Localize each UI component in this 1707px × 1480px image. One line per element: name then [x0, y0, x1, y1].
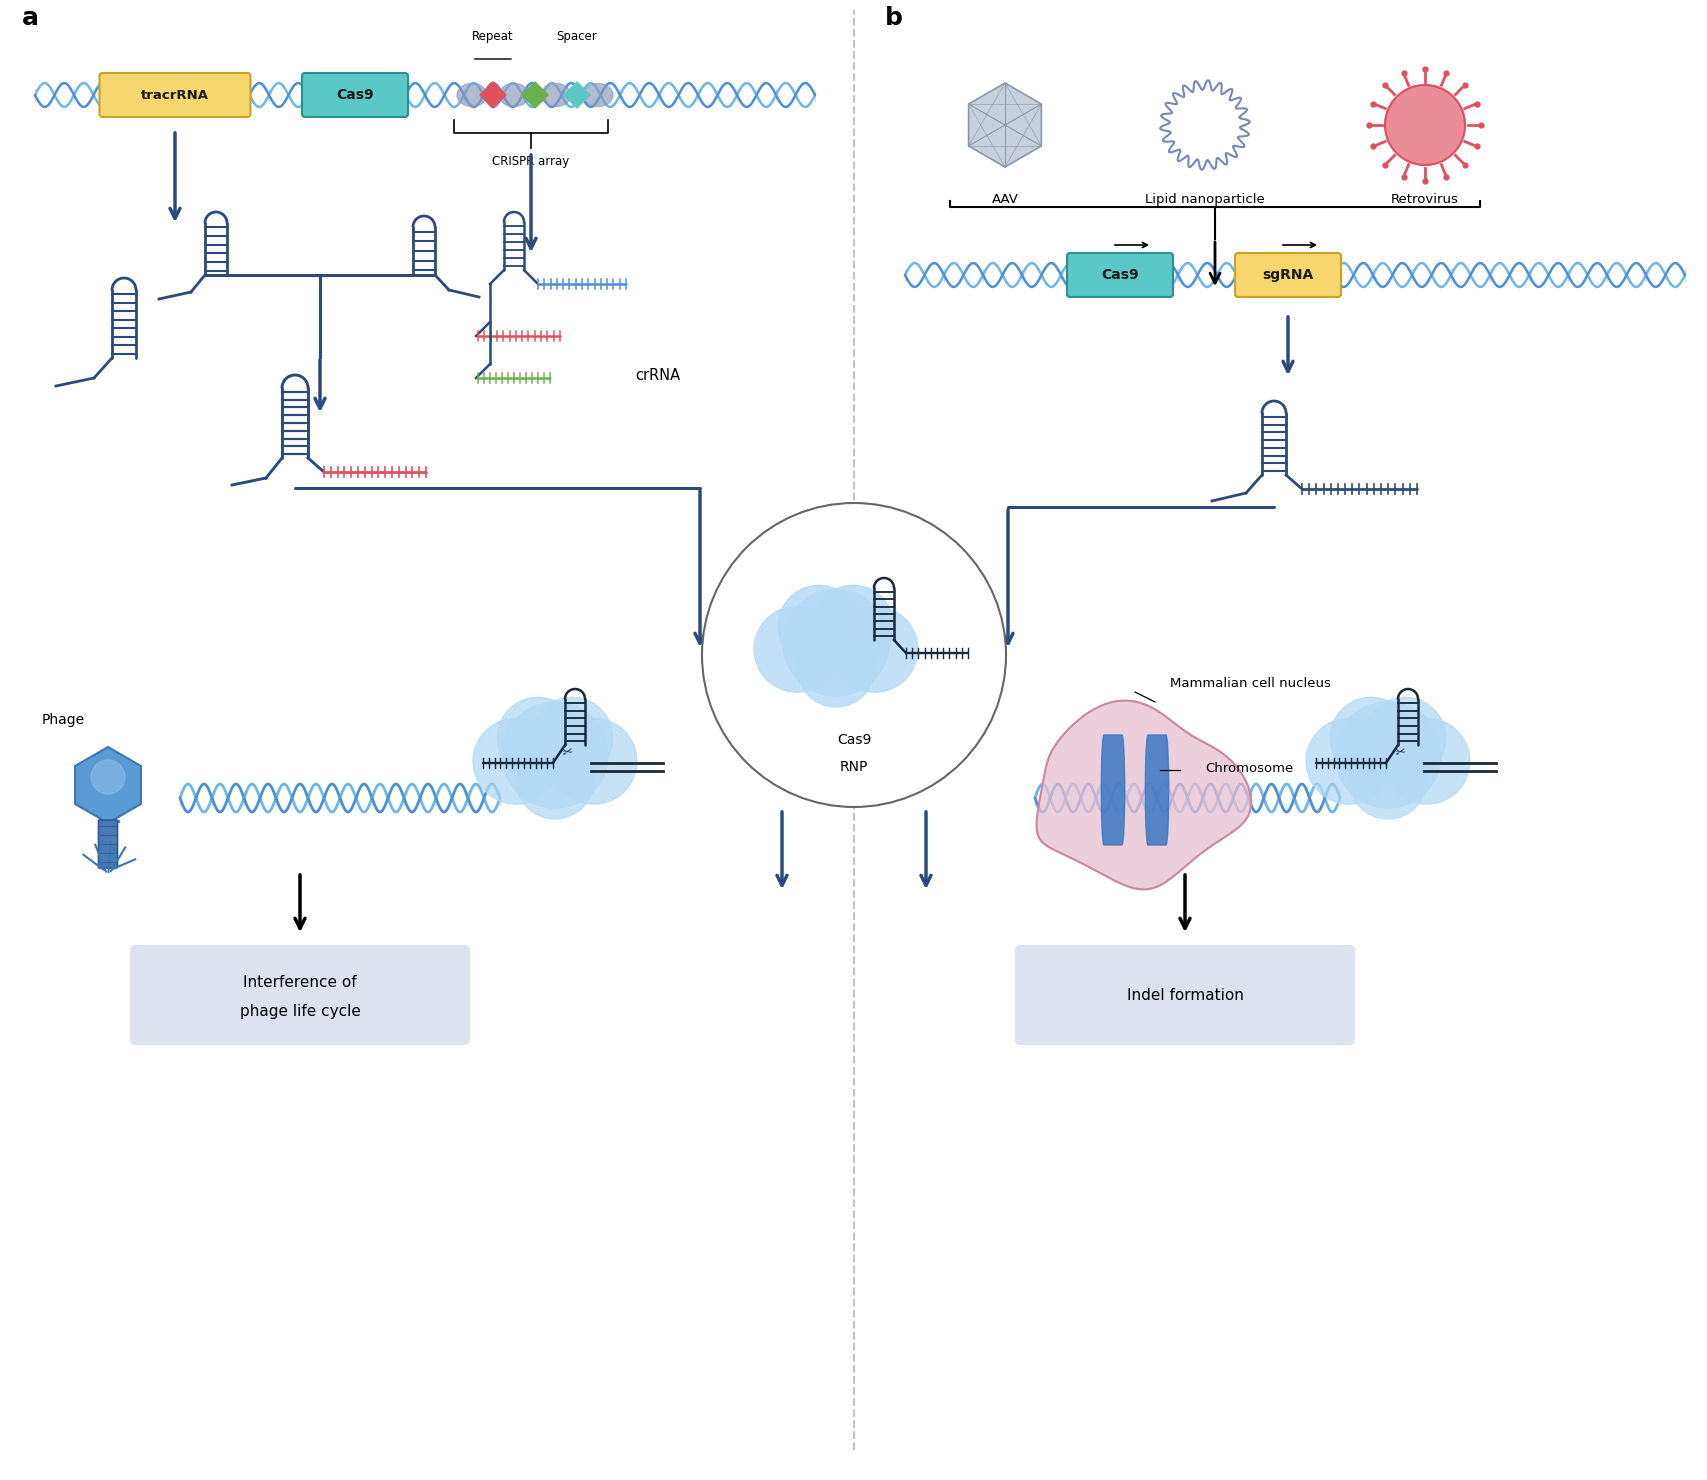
- Circle shape: [754, 607, 840, 693]
- Text: ✂: ✂: [1393, 746, 1405, 761]
- FancyBboxPatch shape: [1067, 253, 1173, 297]
- Ellipse shape: [541, 83, 570, 107]
- Circle shape: [702, 503, 1005, 807]
- Text: sgRNA: sgRNA: [1261, 268, 1313, 283]
- Circle shape: [1384, 84, 1465, 164]
- Circle shape: [831, 607, 917, 693]
- Circle shape: [1306, 718, 1391, 804]
- Polygon shape: [1036, 700, 1251, 889]
- Text: a: a: [22, 6, 39, 30]
- Ellipse shape: [498, 83, 529, 107]
- Ellipse shape: [457, 83, 486, 107]
- Polygon shape: [1101, 736, 1123, 845]
- Polygon shape: [563, 81, 589, 108]
- FancyBboxPatch shape: [1234, 253, 1340, 297]
- Polygon shape: [480, 81, 505, 108]
- Text: Chromosome: Chromosome: [1205, 762, 1292, 774]
- Text: Cas9: Cas9: [1101, 268, 1139, 283]
- Text: AAV: AAV: [992, 192, 1017, 206]
- FancyBboxPatch shape: [130, 946, 469, 1045]
- Circle shape: [497, 697, 579, 778]
- Text: ✂: ✂: [560, 746, 574, 761]
- Circle shape: [90, 761, 125, 793]
- Text: Lipid nanoparticle: Lipid nanoparticle: [1144, 192, 1265, 206]
- Circle shape: [782, 591, 889, 696]
- Circle shape: [797, 629, 874, 707]
- Circle shape: [778, 585, 859, 666]
- Polygon shape: [522, 81, 548, 108]
- Ellipse shape: [582, 83, 613, 107]
- Circle shape: [1364, 697, 1444, 778]
- Text: Spacer: Spacer: [556, 30, 597, 43]
- Circle shape: [551, 718, 637, 804]
- Polygon shape: [75, 747, 140, 823]
- FancyBboxPatch shape: [99, 820, 118, 867]
- Polygon shape: [1145, 736, 1168, 845]
- Circle shape: [516, 741, 594, 818]
- Circle shape: [1349, 741, 1425, 818]
- Text: Indel formation: Indel formation: [1127, 987, 1243, 1002]
- Circle shape: [502, 702, 608, 808]
- Polygon shape: [968, 83, 1041, 167]
- Circle shape: [813, 585, 893, 666]
- Text: b: b: [884, 6, 903, 30]
- Text: Retrovirus: Retrovirus: [1389, 192, 1458, 206]
- Text: Cas9: Cas9: [336, 87, 374, 102]
- Circle shape: [1383, 718, 1470, 804]
- Text: CRISPR array: CRISPR array: [492, 155, 570, 169]
- Text: Cas9: Cas9: [836, 733, 871, 747]
- Text: Interference of: Interference of: [242, 974, 357, 990]
- Circle shape: [1168, 89, 1241, 161]
- Text: Repeat: Repeat: [471, 30, 514, 43]
- FancyBboxPatch shape: [99, 73, 251, 117]
- Text: Phage: Phage: [43, 713, 85, 727]
- Circle shape: [1330, 697, 1410, 778]
- FancyBboxPatch shape: [302, 73, 408, 117]
- Circle shape: [473, 718, 558, 804]
- Text: RNP: RNP: [840, 761, 867, 774]
- Text: phage life cycle: phage life cycle: [239, 1003, 360, 1018]
- FancyBboxPatch shape: [1014, 946, 1354, 1045]
- Circle shape: [531, 697, 613, 778]
- Text: Mammalian cell nucleus: Mammalian cell nucleus: [1169, 676, 1330, 690]
- Text: tracrRNA: tracrRNA: [142, 89, 208, 102]
- Circle shape: [1335, 702, 1441, 808]
- Text: crRNA: crRNA: [635, 367, 679, 382]
